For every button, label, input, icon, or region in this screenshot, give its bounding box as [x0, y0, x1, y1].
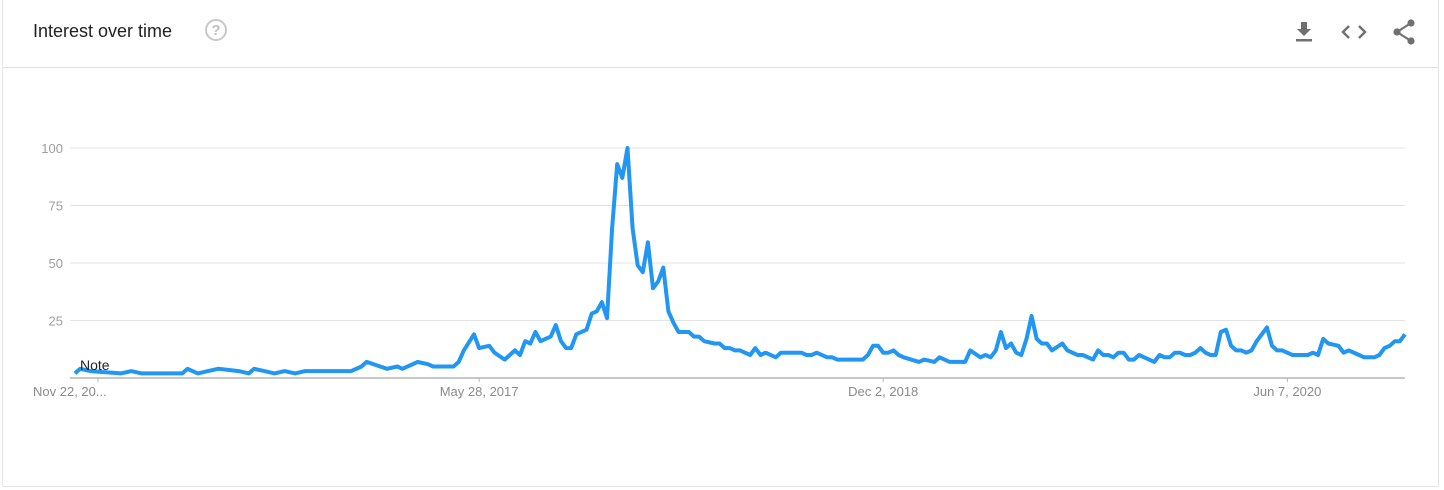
download-icon[interactable] [1290, 18, 1318, 46]
share-icon[interactable] [1390, 18, 1418, 46]
y-tick-label: 50 [49, 256, 63, 271]
y-tick-label: 75 [49, 199, 63, 214]
card-title: Interest over time [33, 21, 173, 41]
help-circle-icon[interactable]: ? [205, 19, 227, 41]
series-line [73, 146, 1407, 376]
embed-code-icon[interactable] [1340, 18, 1368, 46]
x-tick-label: Nov 22, 20... [33, 384, 107, 399]
y-tick-label: 100 [41, 141, 63, 156]
card-header: Interest over time ? [3, 0, 1438, 68]
toolbar [1290, 18, 1418, 46]
x-tick-label: Dec 2, 2018 [848, 384, 918, 399]
annotation-note: Note [80, 357, 110, 373]
x-tick-label: Jun 7, 2020 [1253, 384, 1321, 399]
y-tick-label: 25 [49, 314, 63, 329]
x-tick-label: May 28, 2017 [440, 384, 519, 399]
